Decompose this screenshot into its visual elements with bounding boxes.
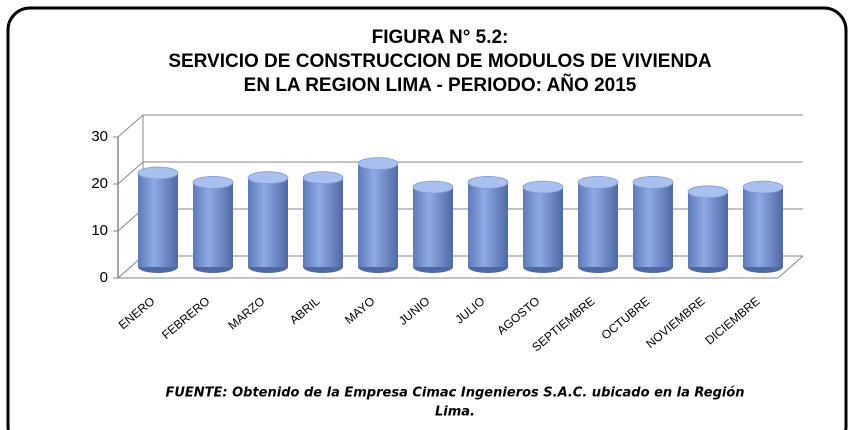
bar-part [742, 180, 784, 194]
bar-part [468, 182, 508, 267]
bar-part [413, 187, 453, 267]
y-tick-label: 10 [91, 222, 108, 239]
bar [302, 171, 344, 273]
bar-part [633, 182, 673, 267]
chart-title: FIGURA N° 5.2: [372, 27, 509, 48]
bar-part [578, 182, 618, 267]
bar [247, 171, 289, 273]
bar-part [577, 175, 619, 189]
bar-part [522, 180, 564, 194]
bar [522, 180, 564, 273]
bar [687, 185, 729, 273]
y-tick-label: 30 [91, 128, 108, 145]
bar-part [193, 182, 233, 267]
y-tick-label: 20 [91, 175, 108, 192]
bar-part [688, 191, 728, 267]
bar-part [137, 166, 179, 180]
chart-title: EN LA REGION LIMA - PERIODO: AÑO 2015 [244, 74, 637, 96]
bar-part [412, 180, 454, 194]
bar [742, 180, 784, 273]
bar-part [303, 177, 343, 267]
bar-part [247, 171, 289, 185]
bar-part [743, 187, 783, 267]
y-tick-label: 0 [100, 269, 108, 286]
bar-part [687, 185, 729, 199]
source: FUENTE: Obtenido de la Empresa Cimac Ing… [165, 386, 744, 401]
bar-part [357, 157, 399, 171]
grid-line [117, 161, 144, 185]
bar-part [358, 163, 398, 267]
bar [192, 175, 234, 273]
source: Lima. [435, 405, 475, 420]
grid-line [117, 114, 144, 138]
bar [577, 175, 619, 273]
bar-part [523, 187, 563, 267]
bar-part [302, 171, 344, 185]
bar-part [467, 175, 509, 189]
bar-part [192, 175, 234, 189]
axis [777, 255, 804, 279]
bar [357, 157, 399, 273]
bar [632, 175, 674, 273]
bar-part [248, 177, 288, 267]
bar-part [632, 175, 674, 189]
bar-part [138, 173, 178, 267]
chart-title: SERVICIO DE CONSTRUCCION DE MODULOS DE V… [168, 51, 712, 72]
bar [467, 175, 509, 273]
bar [412, 180, 454, 273]
bar [137, 166, 179, 273]
